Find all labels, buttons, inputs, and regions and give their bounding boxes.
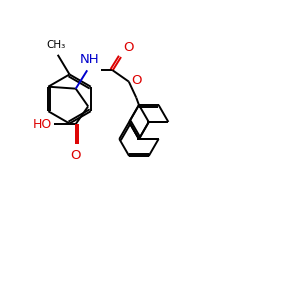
Text: O: O	[123, 41, 134, 54]
Text: O: O	[131, 74, 141, 87]
Text: HO: HO	[33, 118, 52, 130]
Text: NH: NH	[79, 53, 99, 66]
Text: O: O	[70, 148, 81, 162]
Text: CH₃: CH₃	[46, 40, 65, 50]
